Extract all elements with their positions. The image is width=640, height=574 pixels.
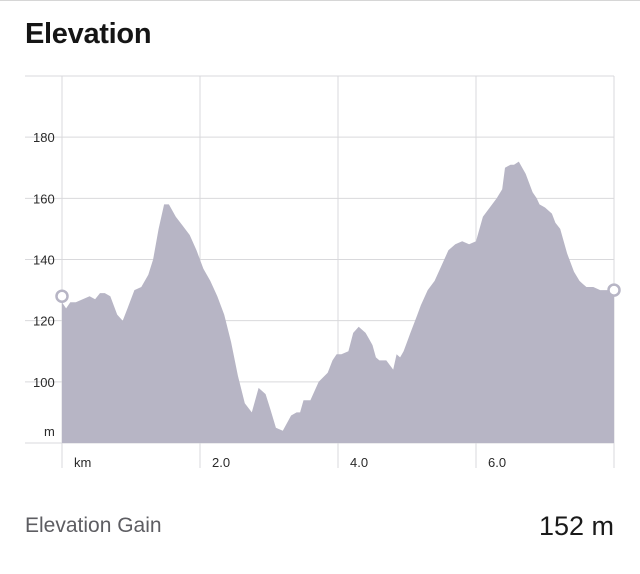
elevation-gain-row: Elevation Gain 152 m — [25, 508, 614, 544]
y-tick-label: 140 — [33, 253, 55, 268]
elevation-gain-label: Elevation Gain — [25, 514, 162, 537]
axis-ticks: 100 120 140 160 180 m km 2.0 4.0 6.0 — [33, 130, 506, 470]
y-tick-label: 100 — [33, 375, 55, 390]
end-marker — [607, 283, 621, 297]
start-marker — [55, 289, 69, 303]
y-tick-label: 160 — [33, 191, 55, 206]
x-tick-label: 6.0 — [488, 455, 506, 470]
elevation-chart: 100 120 140 160 180 m km 2.0 4.0 6.0 — [25, 75, 621, 470]
elevation-gain-value: 152 m — [538, 510, 614, 541]
top-divider — [0, 0, 640, 1]
y-tick-label: 180 — [33, 130, 55, 145]
elevation-area-series — [62, 161, 614, 443]
section-title: Elevation — [25, 18, 152, 50]
y-axis-unit-label: m — [44, 424, 55, 439]
route-markers — [55, 283, 621, 303]
x-tick-label: 4.0 — [350, 455, 368, 470]
x-tick-label: km — [74, 455, 91, 470]
y-tick-label: 120 — [33, 314, 55, 329]
x-tick-label: 2.0 — [212, 455, 230, 470]
elevation-area — [62, 161, 614, 443]
